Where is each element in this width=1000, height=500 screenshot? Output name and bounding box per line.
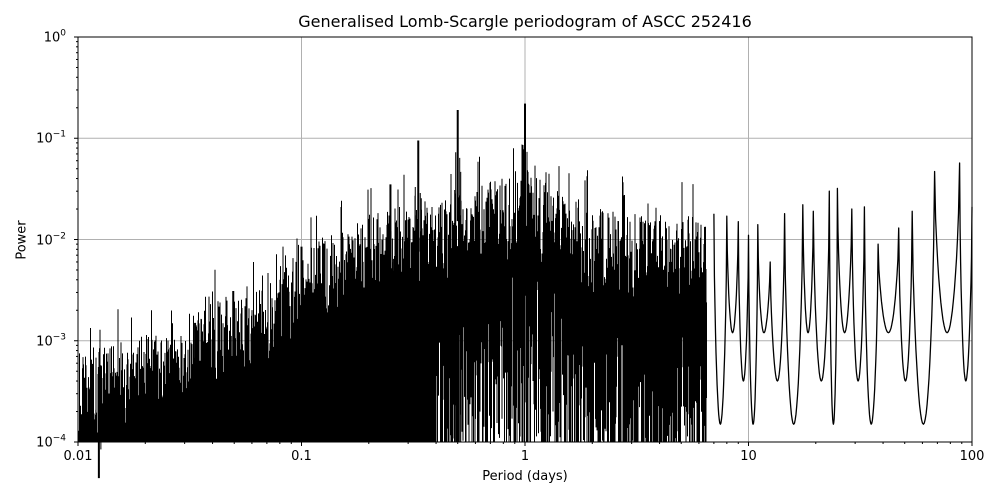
x-tick-label: 100 <box>959 449 985 464</box>
y-tick-label: 10−2 <box>36 231 66 248</box>
x-tick-label: 0.1 <box>291 449 312 464</box>
x-tick-label: 0.01 <box>63 449 93 464</box>
chart-title: Generalised Lomb-Scargle periodogram of … <box>298 12 752 31</box>
power-series-line <box>77 103 973 479</box>
x-tick-label: 10 <box>740 449 757 464</box>
y-tick-label: 10−1 <box>36 129 66 147</box>
x-tick-label: 1 <box>520 449 530 464</box>
y-tick-label: 100 <box>43 28 66 46</box>
axes-frame <box>74 36 973 446</box>
x-axis-label: Period (days) <box>482 469 568 484</box>
y-tick-label: 10−4 <box>36 433 66 451</box>
y-tick-label: 10−3 <box>36 332 66 350</box>
